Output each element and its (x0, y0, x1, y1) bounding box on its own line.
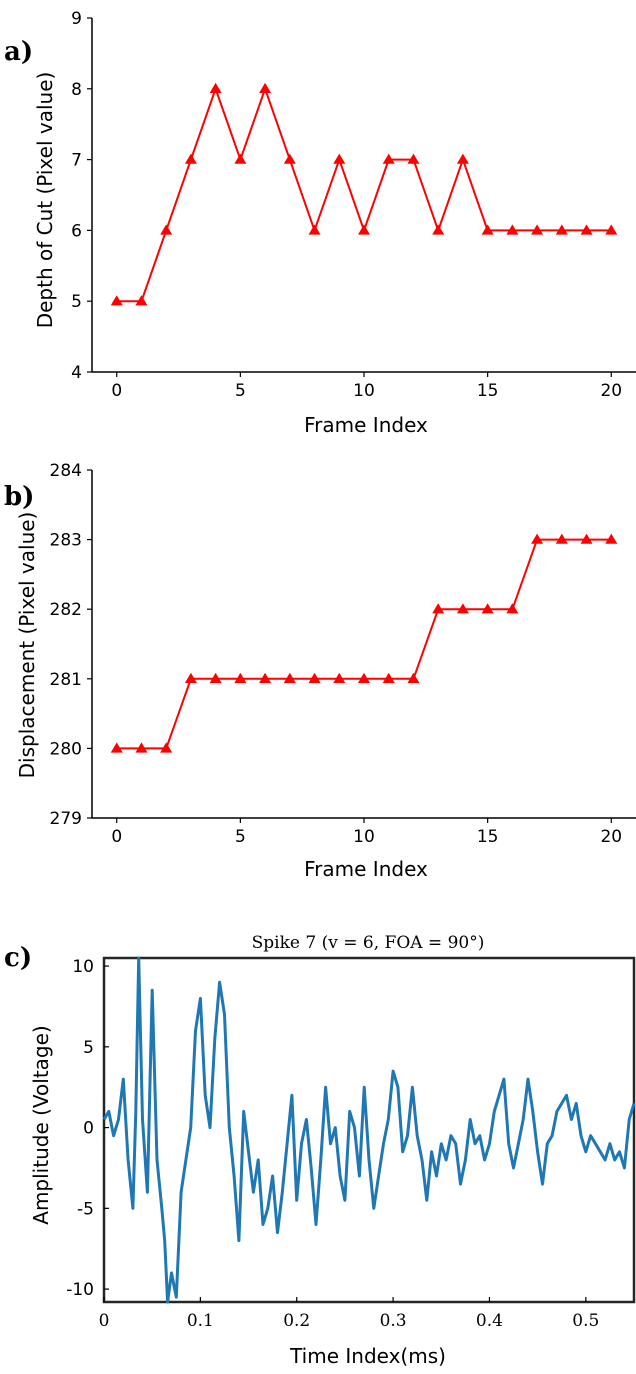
panel-c-ylabel: Amplitude (Voltage) (29, 1025, 53, 1224)
y-tick-label: 282 (50, 600, 82, 620)
data-point (184, 672, 197, 683)
panel-c-tag: c) (4, 943, 32, 973)
data-point (110, 742, 123, 753)
y-tick-label: 0 (83, 1119, 94, 1139)
x-tick-label: 5 (235, 827, 246, 847)
data-point (333, 672, 346, 683)
data-point (407, 153, 420, 164)
y-tick-label: 6 (71, 221, 82, 241)
data-point (234, 153, 247, 164)
y-tick-label: 10 (72, 957, 94, 977)
data-point (184, 153, 197, 164)
x-tick-label: 5 (235, 381, 246, 401)
data-point (135, 295, 148, 306)
data-point (605, 533, 618, 544)
x-tick-label: 20 (600, 381, 622, 401)
data-point (160, 224, 173, 235)
data-point (209, 672, 222, 683)
data-point (531, 224, 544, 235)
data-point (283, 153, 296, 164)
y-tick-label: 4 (71, 363, 82, 383)
panel-b: b) Displacement (Pixel value) Frame Inde… (4, 461, 636, 881)
y-tick-label: 7 (71, 151, 82, 171)
data-point (308, 672, 321, 683)
data-point (456, 603, 469, 614)
series-line (116, 538, 612, 750)
panel-c-title: Spike 7 (v = 6, FOA = 90°) (252, 933, 485, 953)
data-point (308, 224, 321, 235)
series-line (102, 956, 636, 1304)
y-tick-label: 279 (50, 809, 82, 829)
data-point (382, 672, 395, 683)
data-point (506, 603, 519, 614)
panel-a-xlabel: Frame Index (304, 413, 428, 437)
y-tick-label: 280 (50, 739, 82, 759)
data-point (358, 224, 370, 235)
data-point (283, 672, 296, 683)
data-point (481, 603, 494, 614)
data-point (135, 742, 148, 753)
panel-c-xlabel: Time Index(ms) (289, 1344, 446, 1368)
panel-b-tag: b) (4, 482, 34, 512)
x-tick-label: 15 (477, 381, 499, 401)
y-tick-label: 283 (50, 531, 82, 551)
y-tick-label: 281 (50, 670, 82, 690)
x-tick-label: 0 (111, 827, 122, 847)
x-tick-label: 0 (99, 1311, 110, 1331)
data-point (234, 672, 247, 683)
data-point (259, 82, 272, 93)
data-point (555, 533, 568, 544)
data-point (531, 533, 544, 544)
panel-b-xlabel: Frame Index (304, 857, 428, 881)
panel-a-tag: a) (4, 37, 33, 67)
data-point (209, 82, 222, 93)
data-point (605, 224, 618, 235)
panel-b-ylabel: Displacement (Pixel value) (15, 512, 39, 779)
y-tick-label: 5 (71, 292, 82, 312)
x-tick-label: 15 (477, 827, 499, 847)
y-tick-label: 5 (83, 1038, 94, 1058)
panel-c: c) Spike 7 (v = 6, FOA = 90°) Amplitude … (4, 933, 636, 1368)
data-point (456, 153, 469, 164)
x-tick-label: 0.4 (476, 1311, 503, 1331)
x-tick-label: 10 (353, 827, 375, 847)
data-point (259, 672, 272, 683)
x-tick-label: 0.5 (572, 1311, 599, 1331)
x-tick-label: 0.2 (283, 1311, 310, 1331)
y-tick-label: 284 (50, 461, 82, 481)
data-point (333, 153, 346, 164)
data-point (160, 742, 173, 753)
data-point (580, 224, 593, 235)
data-point (407, 672, 420, 683)
data-point (432, 603, 445, 614)
plot-frame (102, 956, 636, 1304)
y-tick-label: 8 (71, 80, 82, 100)
data-point (580, 533, 593, 544)
y-tick-label: -10 (66, 1280, 94, 1300)
data-point (432, 224, 445, 235)
series-line (116, 87, 612, 303)
y-tick-label: -5 (77, 1199, 94, 1219)
data-point (358, 672, 370, 683)
x-tick-label: 20 (600, 827, 622, 847)
data-point (555, 224, 568, 235)
data-point (481, 224, 494, 235)
panel-a: a) Depth of Cut (Pixel value) Frame Inde… (4, 9, 636, 437)
x-tick-label: 0.3 (380, 1311, 407, 1331)
x-tick-label: 0 (111, 381, 122, 401)
panel-a-ylabel: Depth of Cut (Pixel value) (33, 72, 57, 329)
y-tick-label: 9 (71, 9, 82, 29)
x-tick-label: 10 (353, 381, 375, 401)
data-point (110, 295, 123, 306)
x-tick-label: 0.1 (187, 1311, 214, 1331)
data-point (506, 224, 519, 235)
data-point (382, 153, 395, 164)
